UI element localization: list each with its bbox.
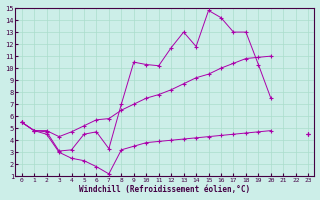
X-axis label: Windchill (Refroidissement éolien,°C): Windchill (Refroidissement éolien,°C) xyxy=(79,185,251,194)
